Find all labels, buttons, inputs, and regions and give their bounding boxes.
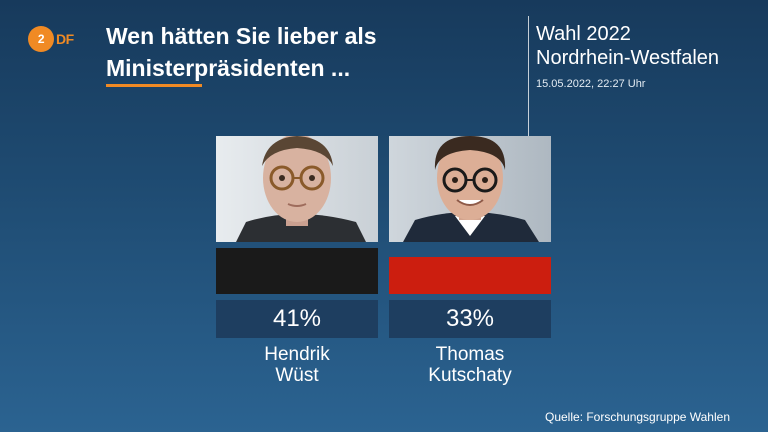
election-label: Wahl 2022 Nordrhein-Westfalen	[536, 22, 719, 70]
bar-zone-kutschaty	[389, 248, 551, 294]
zdf-logo-text: DF	[56, 31, 74, 47]
last-name-wuest: Wüst	[275, 365, 319, 386]
value-label-kutschaty: 33%	[389, 300, 551, 338]
election-region: Nordrhein-Westfalen	[536, 47, 720, 69]
value-label-wuest: 41%	[216, 300, 378, 338]
timestamp: 15.05.2022, 22:27 Uhr	[536, 78, 646, 90]
bar-thomas-kutschaty	[389, 257, 551, 294]
candidate-name-kutschaty: Thomas Kutschaty	[389, 344, 551, 386]
last-name-kutschaty: Kutschaty	[428, 365, 512, 386]
source-note: Quelle: Forschungsgruppe Wahlen	[545, 410, 730, 424]
chart-title-line-1: Wen hätten Sie lieber als	[106, 23, 377, 49]
candidate-column-wuest: 41% Hendrik Wüst	[216, 136, 378, 386]
chart-title-line-2: Ministerpräsidenten ...	[106, 55, 351, 81]
bar-zone-wuest	[216, 248, 378, 294]
title-underline	[106, 84, 202, 87]
first-name-kutschaty: Thomas	[435, 344, 505, 365]
chart-title: Wen hätten Sie lieber als Ministerpräsid…	[106, 20, 486, 84]
bar-hendrik-wuest	[216, 248, 378, 294]
candidate-column-kutschaty: 33% Thomas Kutschaty	[389, 136, 551, 386]
election-name: Wahl 2022	[536, 23, 631, 45]
header-divider	[528, 16, 529, 140]
portrait-hendrik-wuest-icon	[216, 136, 378, 242]
zdf-logo: 2 DF	[28, 26, 74, 52]
first-name-wuest: Hendrik	[264, 344, 330, 365]
zdf-logo-mark: 2	[28, 26, 54, 52]
candidate-name-wuest: Hendrik Wüst	[216, 344, 378, 386]
portrait-thomas-kutschaty-icon	[389, 136, 551, 242]
